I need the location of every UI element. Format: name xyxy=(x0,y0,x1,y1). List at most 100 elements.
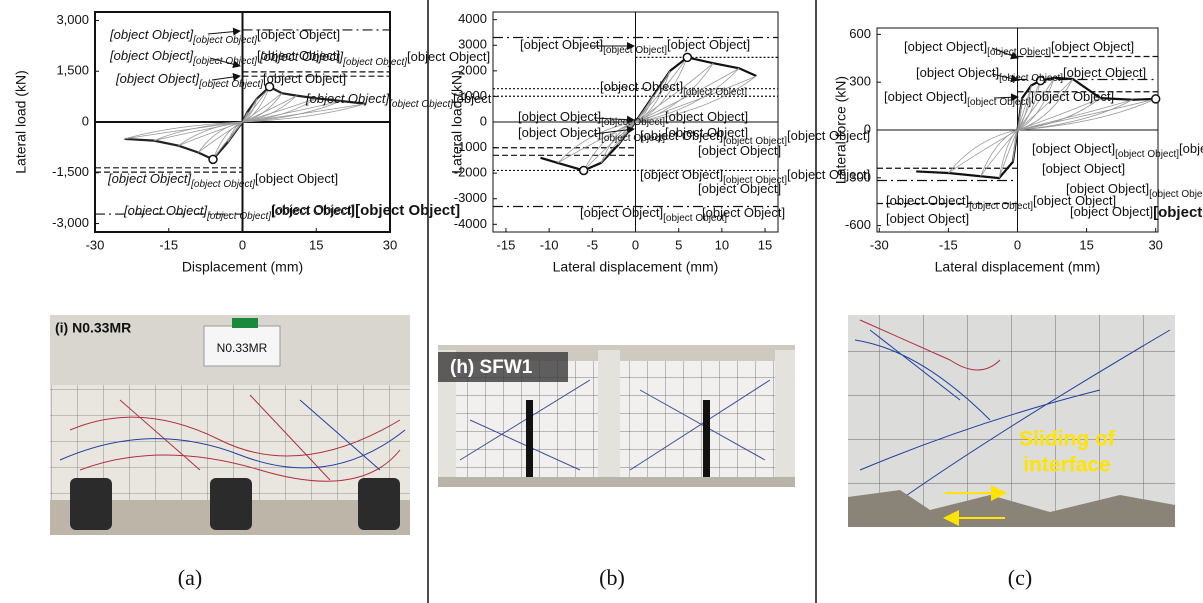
annotation: [object Object][object Object][object Ob… xyxy=(107,171,338,189)
annotation-part: [object Object] xyxy=(886,211,969,226)
loop xyxy=(635,62,714,123)
annotation: [object Object][object Object][object Ob… xyxy=(123,203,354,221)
y-axis-label: Lateral load (kN) xyxy=(449,70,465,174)
annotation-part: [object Object] xyxy=(886,193,969,208)
y-tick-label: 1,500 xyxy=(56,63,89,78)
x-tick-label: 30 xyxy=(1148,237,1162,252)
annotation: [object Object] xyxy=(698,143,781,158)
annotation-part: [object Object] xyxy=(1031,89,1114,104)
arrow xyxy=(991,47,1019,60)
annotation-part: [object Object] xyxy=(305,91,389,106)
annotation-part: [object Object] xyxy=(255,171,338,186)
caption: (a) xyxy=(178,565,202,590)
annotation-part: [object Object] xyxy=(1070,204,1153,219)
photo-c: Sliding of interface xyxy=(848,315,1175,527)
peak-marker xyxy=(264,81,275,92)
y-tick-label: -1,500 xyxy=(52,164,89,179)
annotation-part: [object Object] xyxy=(683,87,747,98)
annotation-part: [object Object] xyxy=(601,117,665,128)
annotation-part: [object Object] xyxy=(518,125,601,140)
loop xyxy=(557,121,636,164)
peak-marker xyxy=(682,52,693,63)
annotation: [object Object][object Object][object Ob… xyxy=(115,71,346,89)
annotation-part: [object Object] xyxy=(123,203,207,218)
annotation-part: [object Object] xyxy=(1051,39,1134,54)
x-tick-label: 5 xyxy=(675,237,682,252)
annotation: [object Object][object Object][object Ob… xyxy=(916,65,1146,83)
x-tick-label: 0 xyxy=(239,237,246,252)
x-tick-label: -30 xyxy=(86,237,105,252)
annotation-part: [object Object] xyxy=(388,99,453,110)
annotation-part: [object Object] xyxy=(263,71,346,86)
annotation: [object Object][object Object][object Ob… xyxy=(1032,141,1203,159)
annotation-part: [object Object] xyxy=(884,89,967,104)
annotation: [object Object][object Object][object Ob… xyxy=(640,128,870,146)
annotation-part: [object Object] xyxy=(520,37,603,52)
annotation: [object Object][object Object][object Ob… xyxy=(109,48,340,66)
annotation-part: [object Object] xyxy=(107,171,191,186)
y-tick-label: -2000 xyxy=(454,165,487,180)
annotation-part: [object Object] xyxy=(407,49,490,64)
annotation: [object Object][object Object] xyxy=(600,79,747,97)
y-tick-label: 2000 xyxy=(458,62,487,77)
annotation-part: [object Object] xyxy=(198,79,263,90)
annotation: [object Object][object Object] xyxy=(580,205,727,223)
annotation-part: [object Object] xyxy=(109,27,193,42)
y-tick-label: 600 xyxy=(849,26,871,41)
arrow xyxy=(991,73,1019,83)
photo-b: (h) SFW1 xyxy=(438,345,795,487)
annotation: [object Object][object Object][object Ob… xyxy=(518,125,748,143)
loop xyxy=(242,92,283,123)
annotation-part: [object Object] xyxy=(667,37,750,52)
annotation: [object Object][object Object][object Ob… xyxy=(904,39,1134,57)
loop xyxy=(1012,129,1018,162)
annotation-part: [object Object] xyxy=(1149,189,1203,200)
annotation-part: [object Object] xyxy=(1042,161,1125,176)
annotation-part: [object Object] xyxy=(271,203,354,218)
peak-marker xyxy=(578,165,589,176)
y-tick-label: -600 xyxy=(845,217,871,232)
annotation-part: [object Object] xyxy=(723,136,787,147)
x-tick-label: -10 xyxy=(540,237,559,252)
x-tick-label: 15 xyxy=(309,237,323,252)
y-axis-label: Lateral force (kN) xyxy=(833,76,849,184)
annotation-part: [object Object] xyxy=(665,109,748,124)
annotation: [object Object][object Object][object Ob… xyxy=(259,49,490,67)
annotation-part: [object Object] xyxy=(723,175,787,186)
loop xyxy=(635,67,740,123)
annotation-part: [object Object] xyxy=(192,56,257,67)
annotation-part: [object Object] xyxy=(1063,65,1146,80)
loop xyxy=(1017,77,1055,131)
annotation-part: [object Object] xyxy=(916,65,999,80)
annotation-part: [object Object] xyxy=(355,202,460,219)
x-tick-label: 30 xyxy=(383,237,397,252)
annotation: [object Object] xyxy=(698,181,781,196)
annotation-part: [object Object] xyxy=(702,205,785,220)
annotation-part: [object Object] xyxy=(580,205,663,220)
loop xyxy=(124,121,243,140)
loop xyxy=(242,95,297,123)
x-tick-label: -15 xyxy=(159,237,178,252)
annotation-part: [object Object] xyxy=(787,167,870,182)
annotation: [object Object][object Object][object Ob… xyxy=(520,37,750,55)
annotation-part: [object Object] xyxy=(603,45,667,56)
annotation-part: [object Object] xyxy=(640,167,723,182)
annotation: [object Object][object Object][object Ob… xyxy=(886,193,1116,211)
y-tick-label: 4000 xyxy=(458,11,487,26)
annotation-part: [object Object] xyxy=(190,179,255,190)
photo-label: (i) N0.33MR xyxy=(55,320,131,336)
x-tick-label: 0 xyxy=(1014,237,1021,252)
loop xyxy=(153,121,243,142)
photo-a: (i) N0.33MR N0.33MR xyxy=(50,315,410,535)
peak-marker xyxy=(208,154,218,165)
x-tick-label: -5 xyxy=(587,237,599,252)
annotation-part: [object Object] xyxy=(665,125,748,140)
annotation: [object Object] xyxy=(702,205,785,220)
loop xyxy=(242,103,366,123)
arrow xyxy=(211,73,241,81)
x-tick-label: -30 xyxy=(870,237,889,252)
annotation-part: [object Object] xyxy=(640,128,723,143)
annotation-part: [object Object] xyxy=(115,71,199,86)
y-tick-label: -3,000 xyxy=(52,215,89,230)
photo-sign: N0.33MR xyxy=(217,341,268,355)
